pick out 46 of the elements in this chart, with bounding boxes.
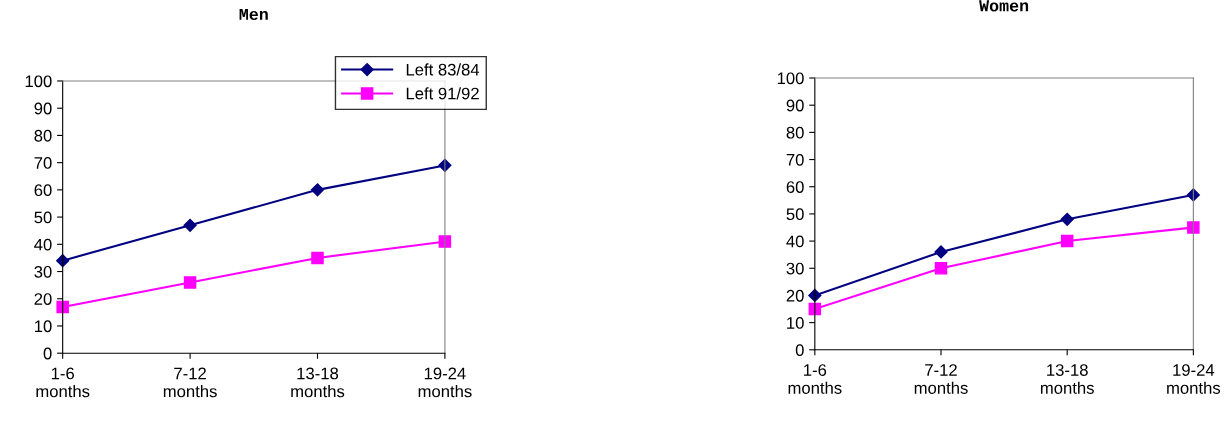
y-tick-label: 40 [786, 235, 804, 248]
y-tick-label: 40 [34, 238, 52, 251]
chart-title: Men [239, 8, 268, 21]
y-tick-label: 10 [787, 317, 804, 329]
x-tick-label: 1-6 months [788, 364, 842, 394]
y-tick-label: 50 [34, 211, 52, 224]
y-tick-label: 60 [786, 181, 804, 193]
y-tick-label: 60 [34, 184, 52, 197]
x-tick-label: 7-12 months [163, 367, 217, 398]
point [1187, 221, 1200, 234]
y-tick-label: 10 [35, 320, 52, 333]
y-tick-label: 80 [786, 126, 804, 139]
x-tick-label: 7-12 months [914, 364, 968, 394]
y-tick-label: 70 [34, 157, 52, 169]
y-tick-label: 90 [34, 102, 52, 115]
point [934, 245, 948, 259]
y-tick-label: 20 [786, 289, 804, 302]
point [1186, 188, 1200, 202]
y-tick-label: 30 [34, 265, 52, 278]
y-tick-label: 20 [34, 293, 52, 305]
point [1060, 212, 1074, 226]
legend-label: Left 91/92 [406, 87, 479, 100]
x-tick-label: 1-6 months [36, 367, 90, 398]
y-tick-label: 30 [786, 262, 804, 275]
y-tick-label: 50 [786, 208, 804, 221]
chart-title: Women [979, 0, 1029, 12]
x-tick-label: 13-18 months [1040, 364, 1094, 394]
y-tick-label: 90 [786, 99, 804, 112]
y-tick-label: 100 [777, 72, 804, 85]
legend-label: Left 83/84 [406, 63, 480, 76]
point [808, 288, 822, 303]
point [1060, 234, 1074, 248]
x-tick-label: 19-24 months [418, 367, 472, 398]
x-tick-label: 19-24 months [1167, 364, 1221, 394]
point [311, 251, 324, 265]
y-tick-label: 0 [795, 344, 804, 356]
x-tick-label: 13-18 months [291, 367, 345, 398]
y-tick-label: 0 [43, 347, 52, 360]
point [183, 218, 197, 232]
point [56, 300, 69, 314]
y-tick-label: 80 [34, 129, 52, 142]
y-tick-label: 100 [25, 75, 52, 88]
point [310, 183, 325, 197]
y-tick-label: 70 [786, 153, 804, 166]
point [183, 276, 197, 289]
point [934, 262, 948, 275]
